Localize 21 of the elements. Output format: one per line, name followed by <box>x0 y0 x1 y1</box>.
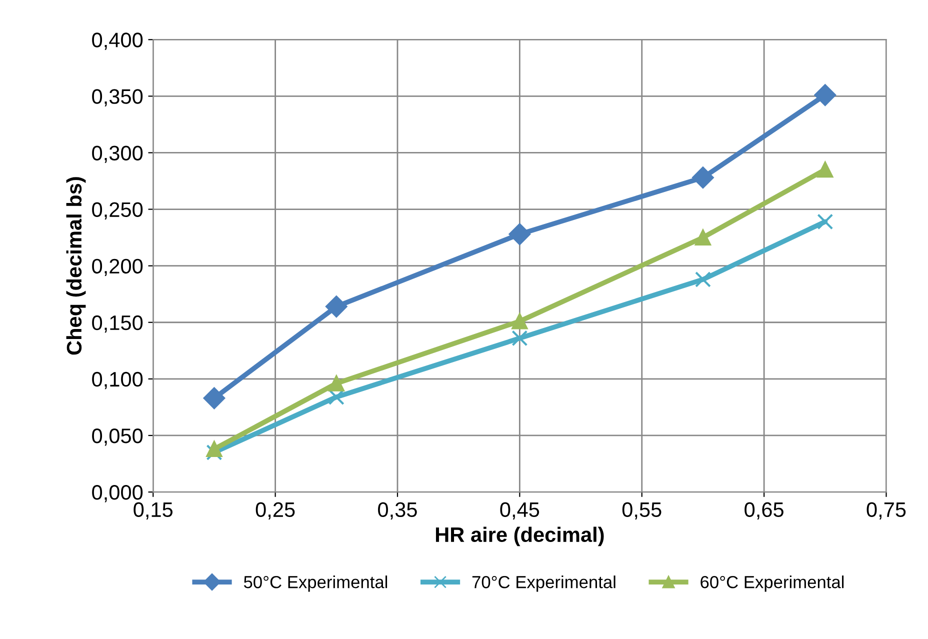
y-tick-label: 0,050 <box>92 428 143 446</box>
y-axis-title: Cheq (decimal bs) <box>66 177 86 355</box>
x-tick-label: 0,75 <box>866 502 906 520</box>
x-tick-label: 0,55 <box>622 502 662 520</box>
x-tick-label: 0,45 <box>500 502 540 520</box>
x-axis-title: HR aire (decimal) <box>436 526 604 546</box>
y-tick-label: 0,400 <box>92 32 143 50</box>
legend-label: 70°C Experimental <box>472 576 616 592</box>
y-tick-label: 0,150 <box>92 315 143 333</box>
y-tick-label: 0,200 <box>92 258 143 276</box>
y-tick-label: 0,000 <box>92 485 143 502</box>
x-tick-label: 0,25 <box>256 502 295 520</box>
y-tick-label: 0,100 <box>92 372 143 390</box>
y-tick-label: 0,300 <box>92 146 143 163</box>
x-tick-label: 0,35 <box>378 502 417 520</box>
legend-label: 60°C Experimental <box>700 576 844 592</box>
y-tick-label: 0,250 <box>92 202 143 220</box>
legend-label: 50°C Experimental <box>244 576 388 592</box>
x-tick-label: 0,15 <box>134 502 173 520</box>
x-tick-label: 0,65 <box>744 502 784 520</box>
y-tick-label: 0,350 <box>92 89 143 106</box>
